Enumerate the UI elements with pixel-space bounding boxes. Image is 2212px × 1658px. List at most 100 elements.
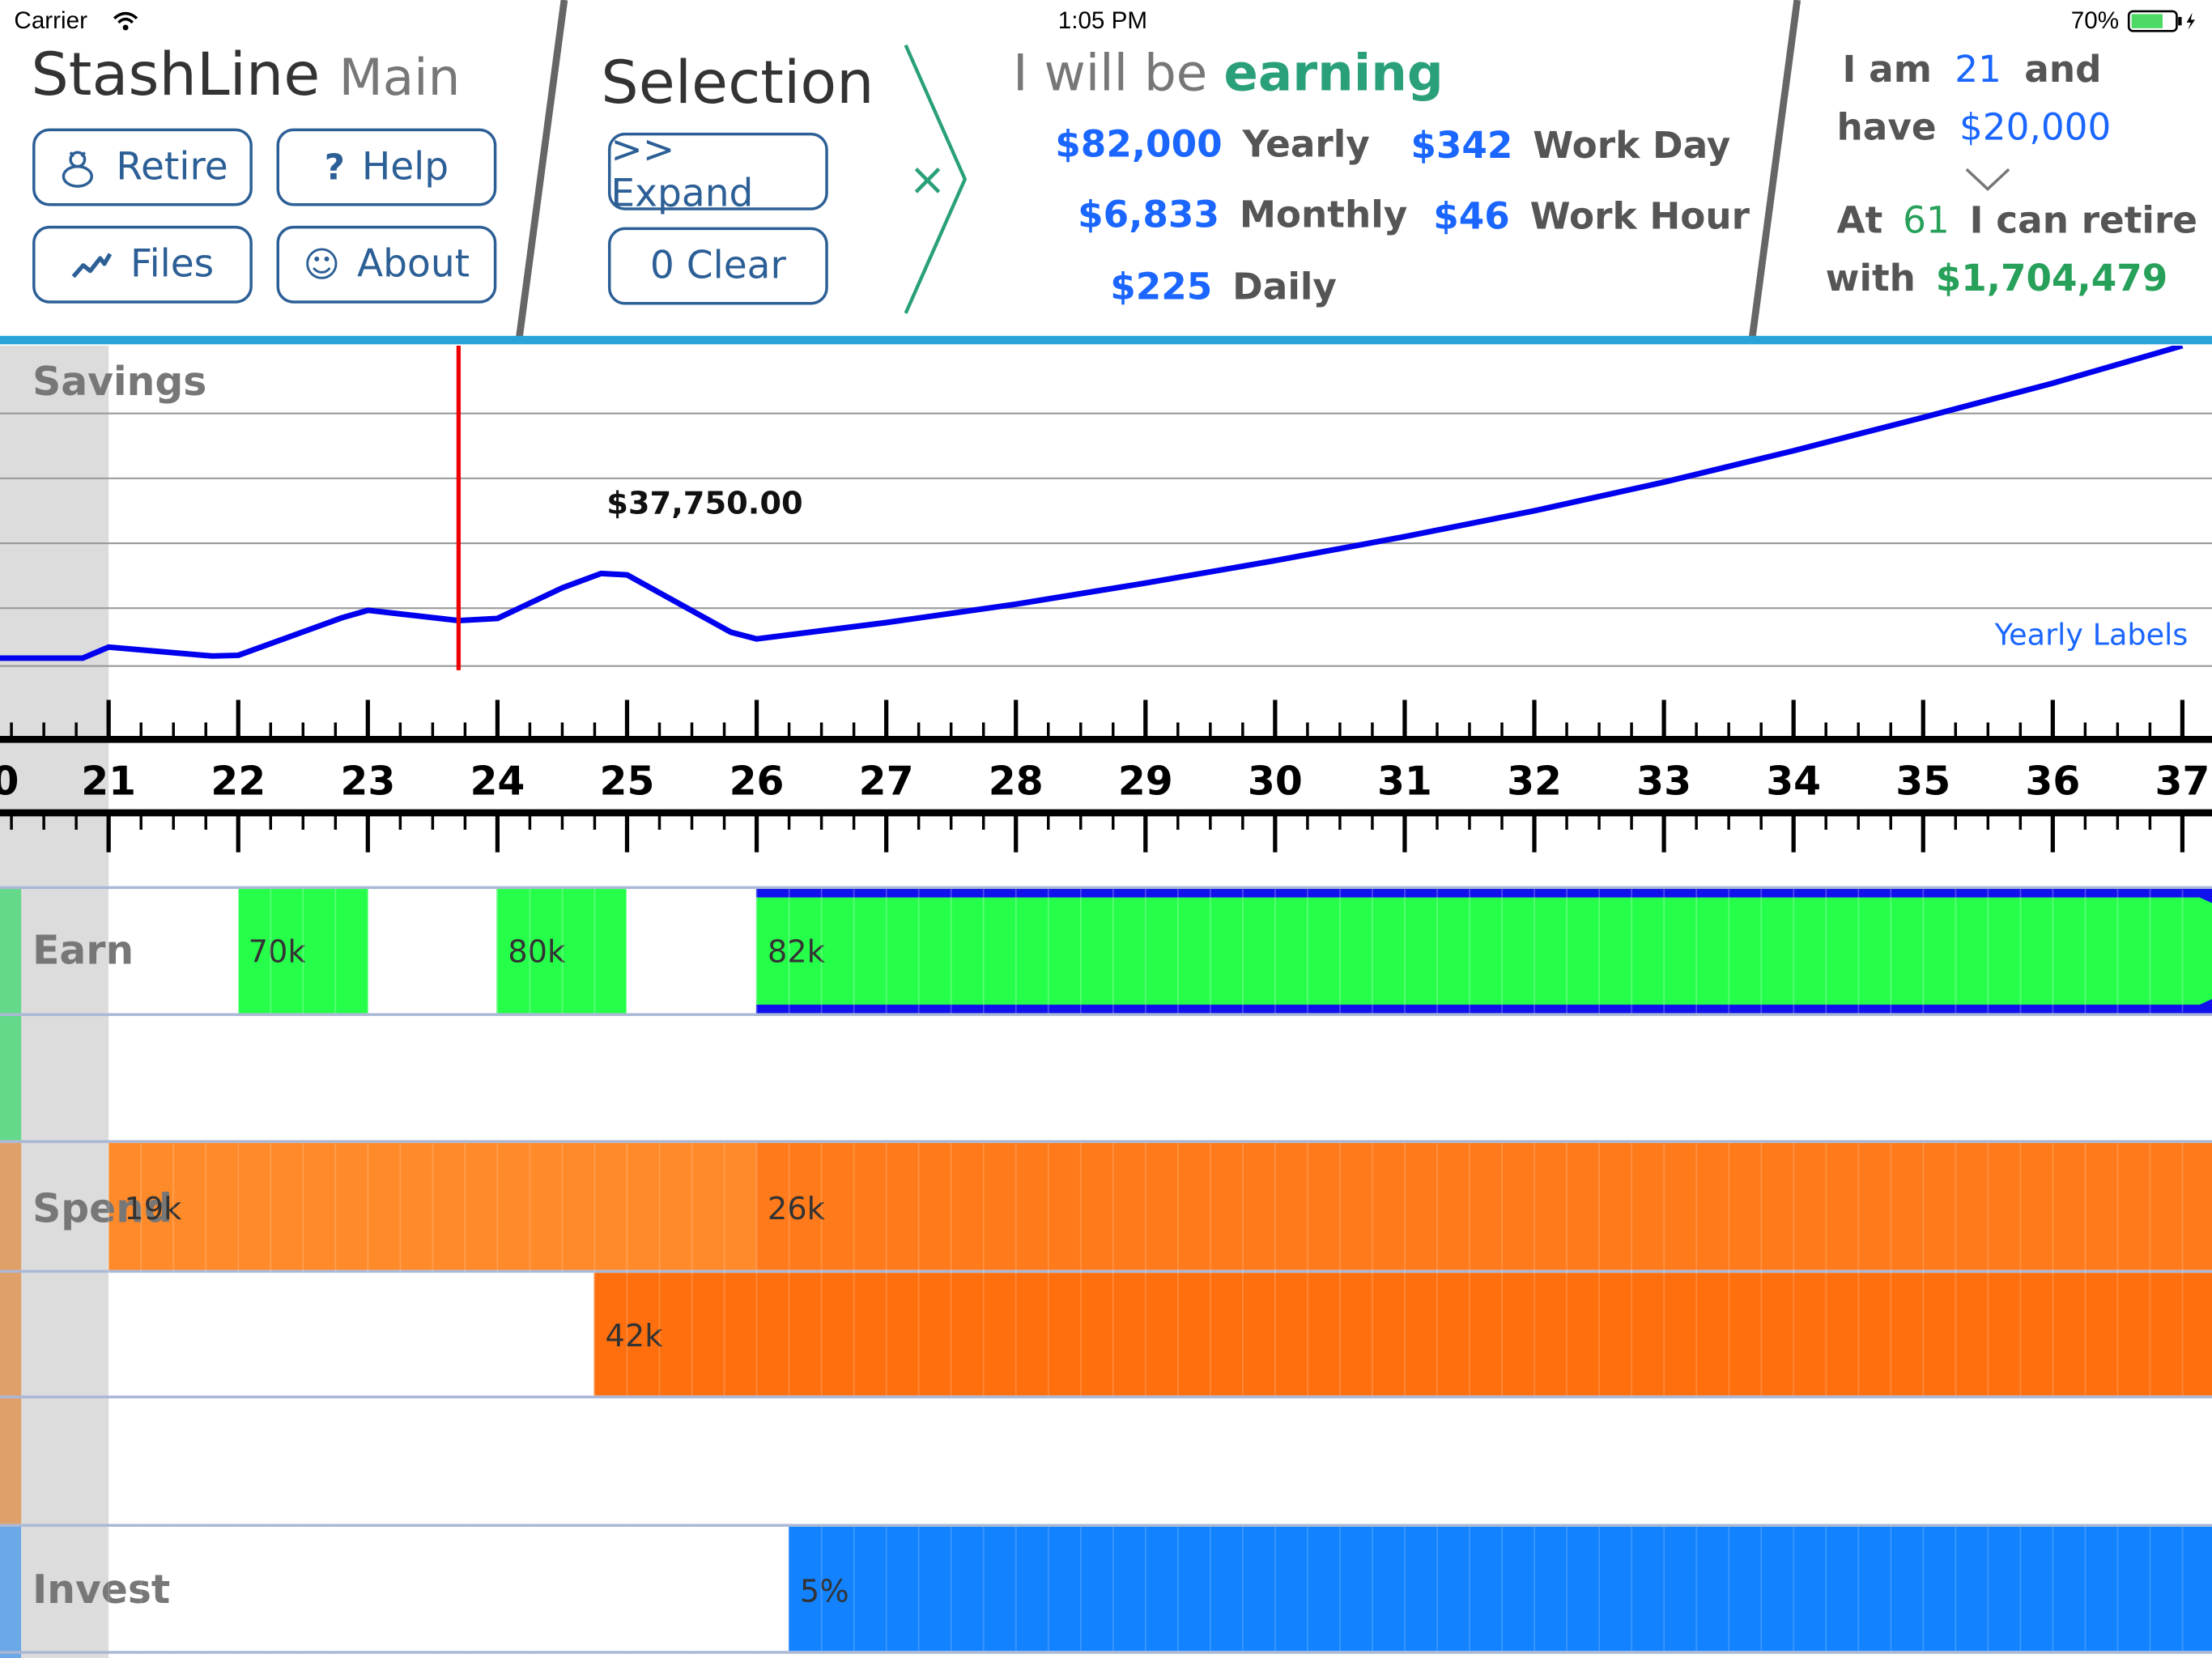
yearly-labels-link[interactable]: Yearly Labels (1994, 618, 2189, 653)
spend-row-marker (0, 1142, 22, 1524)
row-divider (0, 1395, 2212, 1399)
work-day-stat: $342 Work Day (1410, 125, 1730, 168)
ruler-age-label-partial: 0 (0, 758, 19, 804)
app-section: Main (338, 49, 461, 108)
ruler-age-label: 30 (1248, 758, 1303, 804)
clear-button[interactable]: 0 Clear (607, 227, 828, 305)
current-savings[interactable]: $20,000 (1959, 107, 2112, 150)
about-button[interactable]: ☺ About (276, 225, 497, 304)
earn-arrow-bottom (2180, 999, 2212, 1014)
yearly-label: Yearly (1242, 124, 1370, 167)
savings-line (0, 342, 2184, 661)
current-age-line: I am 21 and (1843, 49, 2102, 91)
ruler-age-label: 26 (730, 758, 785, 804)
retire-button[interactable]: Retire (32, 128, 253, 206)
ruler-age-label: 21 (81, 758, 136, 804)
spend-label: Spend (32, 1185, 172, 1232)
ruler-age-label: 34 (1766, 758, 1821, 804)
current-age[interactable]: 21 (1955, 49, 2001, 92)
invest-bar-1[interactable] (788, 1526, 2212, 1652)
ruler-age-label: 22 (211, 758, 266, 804)
with-text: with (1825, 257, 1916, 301)
about-button-label: About (357, 242, 470, 287)
spend-bar-2-label: 26k (767, 1192, 825, 1228)
wifi-icon (113, 11, 138, 31)
retire-age-line: At 61 I can retire (1837, 201, 2197, 243)
marker-value-label: $37,750.00 (606, 487, 803, 522)
i-am-text: I am (1842, 49, 1932, 92)
savings-label: Savings (32, 358, 207, 406)
earn-label: Earn (32, 927, 134, 974)
row-divider (0, 1013, 2212, 1016)
ruler-age-label: 28 (989, 758, 1044, 804)
ruler-age-label: 37 (2155, 758, 2210, 804)
ruler-age-label: 23 (340, 758, 395, 804)
carrier-label: Carrier (14, 6, 87, 34)
ruler-age-label: 27 (859, 758, 914, 804)
chevron-down-icon (1965, 168, 2010, 191)
monthly-value: $6,833 (1078, 194, 1219, 237)
chart-line-icon (72, 252, 113, 278)
savings-chart[interactable] (0, 342, 2212, 699)
help-button-label: Help (361, 145, 449, 189)
expand-button-label: >> Expand (610, 127, 754, 215)
daily-stat: $225 Daily (1110, 266, 1337, 308)
spend-bar-1[interactable] (108, 1142, 756, 1270)
row-divider (0, 1651, 2212, 1654)
invest-gutter (21, 1526, 109, 1658)
monthly-label: Monthly (1239, 194, 1408, 237)
earn-arrow-top (2180, 889, 2212, 903)
work-hour-value: $46 (1433, 196, 1510, 239)
monthly-stat: $6,833 Monthly (1078, 195, 1407, 237)
close-selection-icon[interactable]: × (908, 152, 946, 206)
ruler-age-label: 35 (1895, 758, 1950, 804)
timeline-ruler[interactable]: 21 22 23 24 25 26 27 28 29 30 31 32 33 34 35 36 37 0 (0, 691, 2212, 861)
invest-label: Invest (32, 1566, 171, 1613)
app-title: StashLine Main (31, 40, 460, 108)
yearly-value: $82,000 (1055, 124, 1223, 167)
app-name: StashLine (31, 39, 321, 109)
piggy-bank-icon (62, 150, 94, 187)
ruler-age-label: 29 (1118, 758, 1173, 804)
earn-bar-3[interactable] (755, 889, 2212, 1014)
savings-chart-svg (0, 342, 2212, 670)
earning-heading: I will be earning (1013, 45, 1444, 103)
ruler-age-label: 24 (470, 758, 525, 804)
selection-title: Selection (601, 48, 874, 117)
retire-age: 61 (1903, 200, 1950, 243)
retire-amount: $1,704,479 (1935, 257, 2168, 301)
ruler-age-label: 25 (600, 758, 655, 804)
earn-bar-1[interactable] (238, 889, 368, 1014)
files-button[interactable]: Files (32, 225, 253, 304)
earn-bar-2[interactable] (496, 889, 627, 1014)
spend-bar-2[interactable] (755, 1142, 2212, 1270)
spend-bar-1-label: 19k (124, 1192, 182, 1228)
row-divider (0, 1269, 2212, 1273)
header-separators (515, 0, 1802, 339)
spend-bar-3[interactable] (593, 1273, 2212, 1396)
have-text: have (1836, 107, 1937, 150)
retire-amount-line: with $1,704,479 (1826, 258, 2168, 300)
earning-prefix: I will be (1013, 45, 1208, 104)
work-hour-stat: $46 Work Hour (1433, 196, 1750, 238)
ruler-age-label: 33 (1636, 758, 1691, 804)
spend-bar-3-label: 42k (605, 1319, 663, 1355)
and-text: and (2024, 49, 2102, 92)
work-hour-label: Work Hour (1529, 196, 1750, 239)
expand-button[interactable]: >> Expand (607, 128, 828, 215)
ruler-age-label: 31 (1377, 758, 1432, 804)
ruler-age-label: 32 (1507, 758, 1562, 804)
daily-value: $225 (1110, 266, 1213, 309)
files-button-label: Files (130, 242, 215, 287)
clock: 1:05 PM (1057, 6, 1148, 34)
earn-bar-2-label: 80k (508, 935, 566, 971)
at-text: At (1836, 200, 1883, 243)
help-button[interactable]: ? Help (276, 128, 497, 206)
battery-icon (2127, 10, 2196, 32)
clear-button-label: 0 Clear (649, 244, 786, 288)
can-retire-text: I can retire (1969, 200, 2198, 243)
battery-percent: 70% (2070, 6, 2120, 34)
ruler-age-label: 36 (2025, 758, 2080, 804)
daily-label: Daily (1232, 266, 1337, 309)
invest-bar-1-label: 5% (799, 1575, 849, 1610)
